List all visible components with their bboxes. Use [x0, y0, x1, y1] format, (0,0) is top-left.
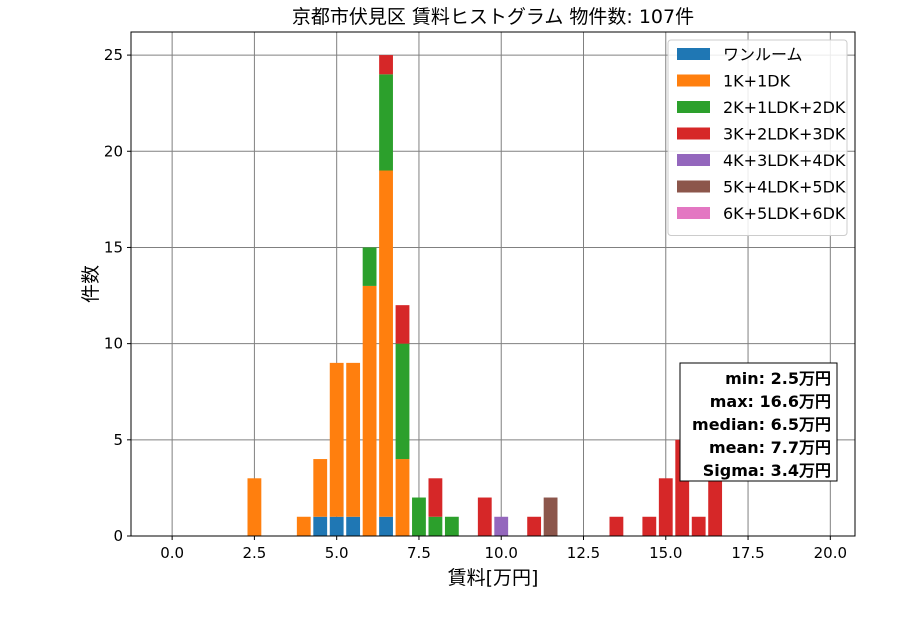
x-tick-label: 12.5: [567, 544, 600, 562]
bar-segment: [379, 516, 393, 536]
axis-ticks: 0.0 2.5 5.0 7.5 10.0 12.5 15.0 17.5 20.0 0 5 10 15 20…: [104, 46, 847, 562]
x-tick-label: 7.5: [407, 544, 431, 562]
stats-box: min: 2.5万円 max: 16.6万円 median: 6.5万円 mean: …: [679, 362, 838, 482]
bar-segment: [379, 55, 393, 75]
x-tick-label: 15.0: [649, 544, 682, 562]
x-tick-label: 0.0: [160, 544, 184, 562]
legend-swatch: [677, 207, 710, 219]
chart-title: 京都市伏見区 賃料ヒストグラム 物件数: 107件: [292, 6, 694, 28]
bar-segment: [395, 459, 410, 536]
legend-swatch: [677, 101, 710, 113]
bar-segment: [346, 362, 361, 517]
bar-segment: [412, 497, 426, 536]
y-tick-label: 0: [113, 527, 123, 545]
legend: ワンルーム 1K+1DK 2K+1LDK+2DK 3K+2LDK+3DK 4K+3LDK…: [667, 39, 848, 236]
legend-swatch: [677, 48, 710, 60]
bar-segment: [494, 516, 509, 536]
stats-line: max: 16.6万円: [710, 392, 831, 411]
bar-segment: [395, 343, 410, 460]
bar-segment: [543, 497, 558, 536]
x-tick-label: 10.0: [485, 544, 518, 562]
bar-segment: [346, 516, 361, 536]
bar-segment: [313, 459, 328, 517]
y-tick-label: 5: [113, 431, 123, 449]
legend-swatch: [677, 127, 710, 140]
bar-segment: [379, 170, 393, 517]
legend-label: 1K+1DK: [723, 72, 791, 91]
bar-segment: [527, 516, 542, 536]
bar-segment: [609, 516, 624, 536]
y-tick-label: 15: [104, 238, 123, 256]
legend-label: 3K+2LDK+3DK: [723, 125, 846, 144]
stats-line: Sigma: 3.4万円: [703, 461, 831, 480]
bar-segment: [395, 305, 410, 344]
bar-segment: [329, 516, 344, 536]
bar-segment: [691, 516, 706, 536]
bars: [247, 55, 723, 536]
bar-segment: [329, 362, 344, 517]
stats-line: min: 2.5万円: [725, 369, 831, 388]
bar-segment: [296, 516, 311, 536]
y-tick-label: 10: [104, 335, 123, 353]
x-axis-label: 賃料[万円]: [448, 567, 539, 589]
legend-label: 6K+5LDK+6DK: [723, 204, 846, 223]
x-tick-label: 20.0: [814, 544, 847, 562]
bar-segment: [379, 74, 393, 171]
bar-segment: [362, 285, 377, 536]
legend-label: 5K+4LDK+5DK: [723, 178, 846, 197]
stats-frame: [679, 362, 838, 482]
bar-segment: [658, 478, 673, 536]
stats-line: mean: 7.7万円: [709, 438, 831, 457]
bar-segment: [313, 516, 328, 536]
x-tick-label: 2.5: [242, 544, 266, 562]
bar-segment: [477, 497, 492, 536]
y-tick-label: 25: [104, 46, 123, 64]
legend-swatch: [677, 154, 710, 166]
stats-line: median: 6.5万円: [692, 415, 831, 434]
x-tick-label: 17.5: [731, 544, 764, 562]
bar-segment: [708, 478, 723, 536]
legend-swatch: [677, 74, 710, 87]
legend-label: 4K+3LDK+4DK: [723, 151, 846, 170]
y-tick-label: 20: [104, 142, 123, 160]
bar-segment: [428, 516, 443, 536]
legend-box: [667, 39, 848, 236]
bar-segment: [247, 478, 262, 536]
x-tick-label: 5.0: [325, 544, 349, 562]
plot-frame: [130, 31, 856, 537]
y-axis-label: 件数: [80, 265, 102, 303]
bar-segment: [444, 516, 459, 536]
bar-segment: [362, 247, 377, 286]
bar-segment: [428, 478, 443, 517]
legend-swatch: [677, 180, 710, 193]
legend-label: ワンルーム: [723, 45, 803, 64]
legend-label: 2K+1LDK+2DK: [723, 98, 846, 117]
bar-segment: [642, 516, 657, 536]
